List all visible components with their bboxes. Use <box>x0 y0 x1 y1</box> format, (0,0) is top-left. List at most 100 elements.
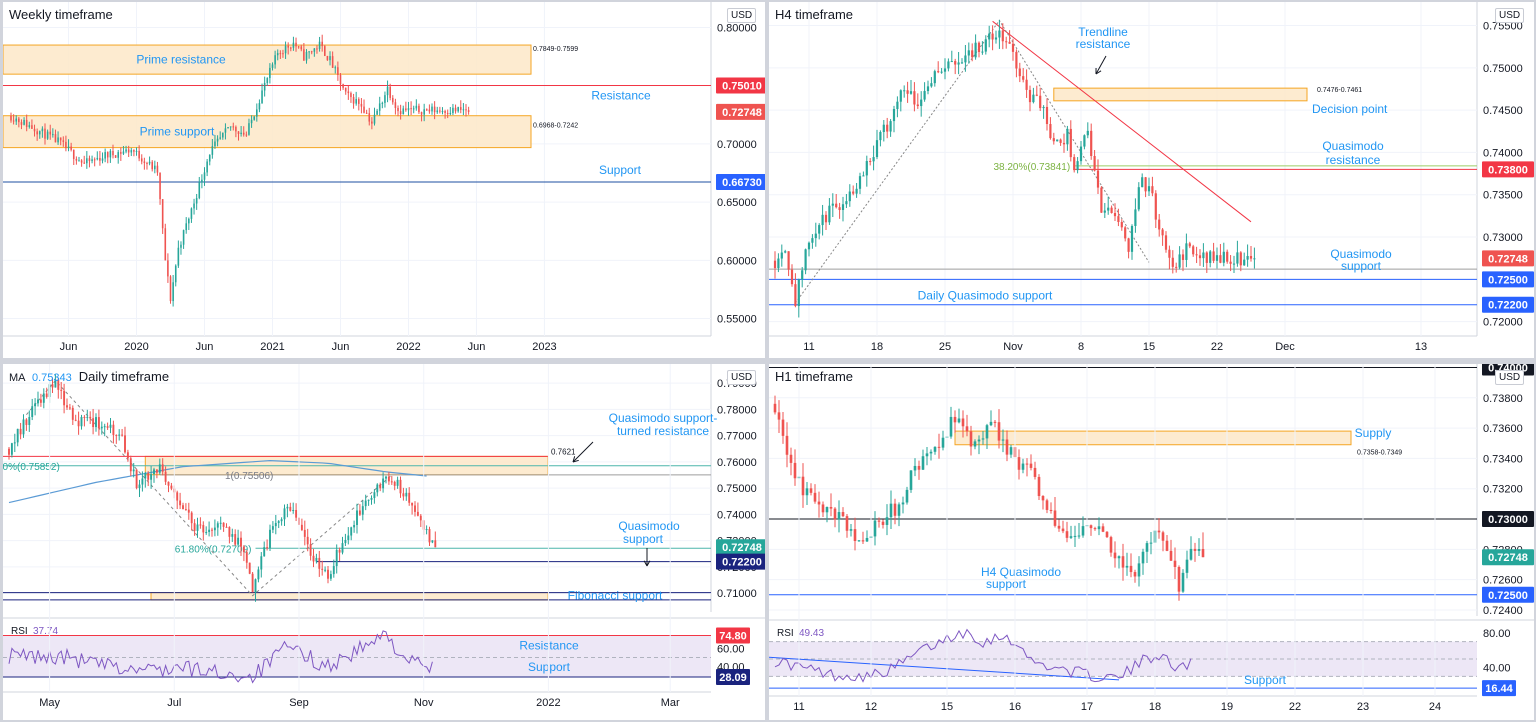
quasimodo-resistance-label-2: resistance <box>1326 153 1381 167</box>
x-tick-label: Jun <box>60 341 78 353</box>
candle-body <box>1073 535 1077 537</box>
y-tick-label: 0.74500 <box>1483 105 1523 117</box>
candle-body <box>161 464 164 472</box>
candle-body <box>901 502 905 505</box>
candle-body <box>219 137 221 139</box>
candle-body <box>167 260 169 277</box>
candle-body <box>428 109 431 112</box>
x-tick-label: 8 <box>1078 341 1084 353</box>
rsi-lower-tag-tag-text: 16.44 <box>1485 683 1513 695</box>
candle-body <box>804 249 807 271</box>
candle-body <box>1105 531 1109 538</box>
candle-body <box>1134 209 1137 226</box>
candle-body <box>459 107 462 110</box>
candle-body <box>376 110 378 115</box>
y-tick-label: 0.72000 <box>1483 317 1523 329</box>
candle-body <box>88 158 91 162</box>
candle-body <box>1076 161 1079 171</box>
candle-body <box>63 390 66 406</box>
candle-body <box>419 515 422 521</box>
h4-chart[interactable]: 0.75500 0.75000 0.74500 0.74000 0.73500 0.730… <box>769 2 1534 358</box>
candle-body <box>397 107 399 112</box>
candle-body <box>59 137 62 141</box>
candle-body <box>1193 548 1197 551</box>
candle-body <box>382 478 385 489</box>
candle-body <box>954 61 957 65</box>
candle-body <box>185 223 188 231</box>
candle-body <box>133 150 135 152</box>
weekly-chart[interactable]: 0.800000.750000.700000.650000.600000.550… <box>3 2 765 358</box>
candle-body <box>1113 213 1117 217</box>
candle-body <box>1005 41 1008 43</box>
daily-currency-button[interactable]: USD <box>727 370 757 385</box>
candle-body <box>925 453 929 457</box>
candle-body <box>777 412 781 420</box>
y-tick-label: 0.55000 <box>717 314 757 326</box>
trendline-label-1: Trendline <box>1078 25 1128 39</box>
candle-body <box>1113 552 1117 559</box>
candle-body <box>141 478 144 485</box>
candle-body <box>117 152 120 158</box>
candle-body <box>15 118 18 122</box>
candle-body <box>906 90 909 94</box>
x-tick-label: 13 <box>1415 341 1427 353</box>
candle-body <box>831 203 834 206</box>
candle-body <box>848 191 851 202</box>
candle-body <box>42 393 45 403</box>
h1-currency-button[interactable]: USD <box>1495 370 1525 385</box>
y-tick-label: 0.73600 <box>1483 423 1523 435</box>
weekly-currency-button[interactable]: USD <box>727 8 757 23</box>
candle-body <box>1015 51 1018 69</box>
prime-support-zone <box>3 115 532 149</box>
candle-body <box>365 112 368 114</box>
candle-body <box>1165 540 1169 551</box>
candle-body <box>933 446 937 452</box>
supply-range: 0.7358-0.7349 <box>1357 450 1402 457</box>
candle-body <box>784 251 787 253</box>
candle-body <box>408 492 411 503</box>
candle-body <box>308 51 310 53</box>
daily-chart[interactable]: 0.790000.780000.770000.760000.750000.740… <box>3 364 765 720</box>
candle-body <box>286 506 289 509</box>
resistance-price-tag-bg <box>716 77 765 94</box>
candle-body <box>953 416 957 423</box>
weekly-panel[interactable]: 0.800000.750000.700000.650000.600000.550… <box>3 2 765 358</box>
candle-body <box>51 384 54 388</box>
candle-body <box>378 103 381 111</box>
x-tick-label: 2022 <box>396 341 420 353</box>
candle-body <box>242 132 245 135</box>
candle-body <box>412 108 415 110</box>
candle-body <box>1253 258 1256 260</box>
candle-body <box>801 270 804 280</box>
candle-body <box>994 37 998 40</box>
candle-body <box>805 488 809 496</box>
h1-panel[interactable]: 0.738000.736000.734000.732000.730000.728… <box>769 364 1534 720</box>
candle-body <box>835 203 838 208</box>
x-tick-label: 15 <box>1143 341 1155 353</box>
candle-body <box>66 405 68 408</box>
candle-body <box>109 150 112 158</box>
candle-body <box>937 71 940 73</box>
candle-body <box>279 53 282 55</box>
candle-body <box>1158 219 1161 230</box>
candle-body <box>1189 548 1193 560</box>
candle-body <box>389 86 391 98</box>
candle-body <box>1083 135 1086 147</box>
candle-body <box>46 131 49 139</box>
daily-panel[interactable]: 0.790000.780000.770000.760000.750000.740… <box>3 364 765 720</box>
candle-body <box>434 540 437 548</box>
candle-body <box>824 214 828 223</box>
h4-panel[interactable]: 0.75500 0.75000 0.74500 0.74000 0.73500 0.730… <box>769 2 1534 358</box>
h4-currency-button[interactable]: USD <box>1495 8 1525 23</box>
qstr-arrow <box>572 441 594 463</box>
candle-body <box>120 152 122 154</box>
candle-body <box>99 157 101 161</box>
candle-body <box>179 500 182 506</box>
h1-chart[interactable]: 0.738000.736000.734000.732000.730000.728… <box>769 364 1534 720</box>
candle-body <box>1052 138 1055 142</box>
decision-point-range: 0.7476-0.7461 <box>1317 87 1362 94</box>
candle-body <box>295 42 297 47</box>
y-tick-label: 0.73800 <box>1483 393 1523 405</box>
candle-body <box>62 140 65 142</box>
candle-body <box>1215 255 1219 261</box>
